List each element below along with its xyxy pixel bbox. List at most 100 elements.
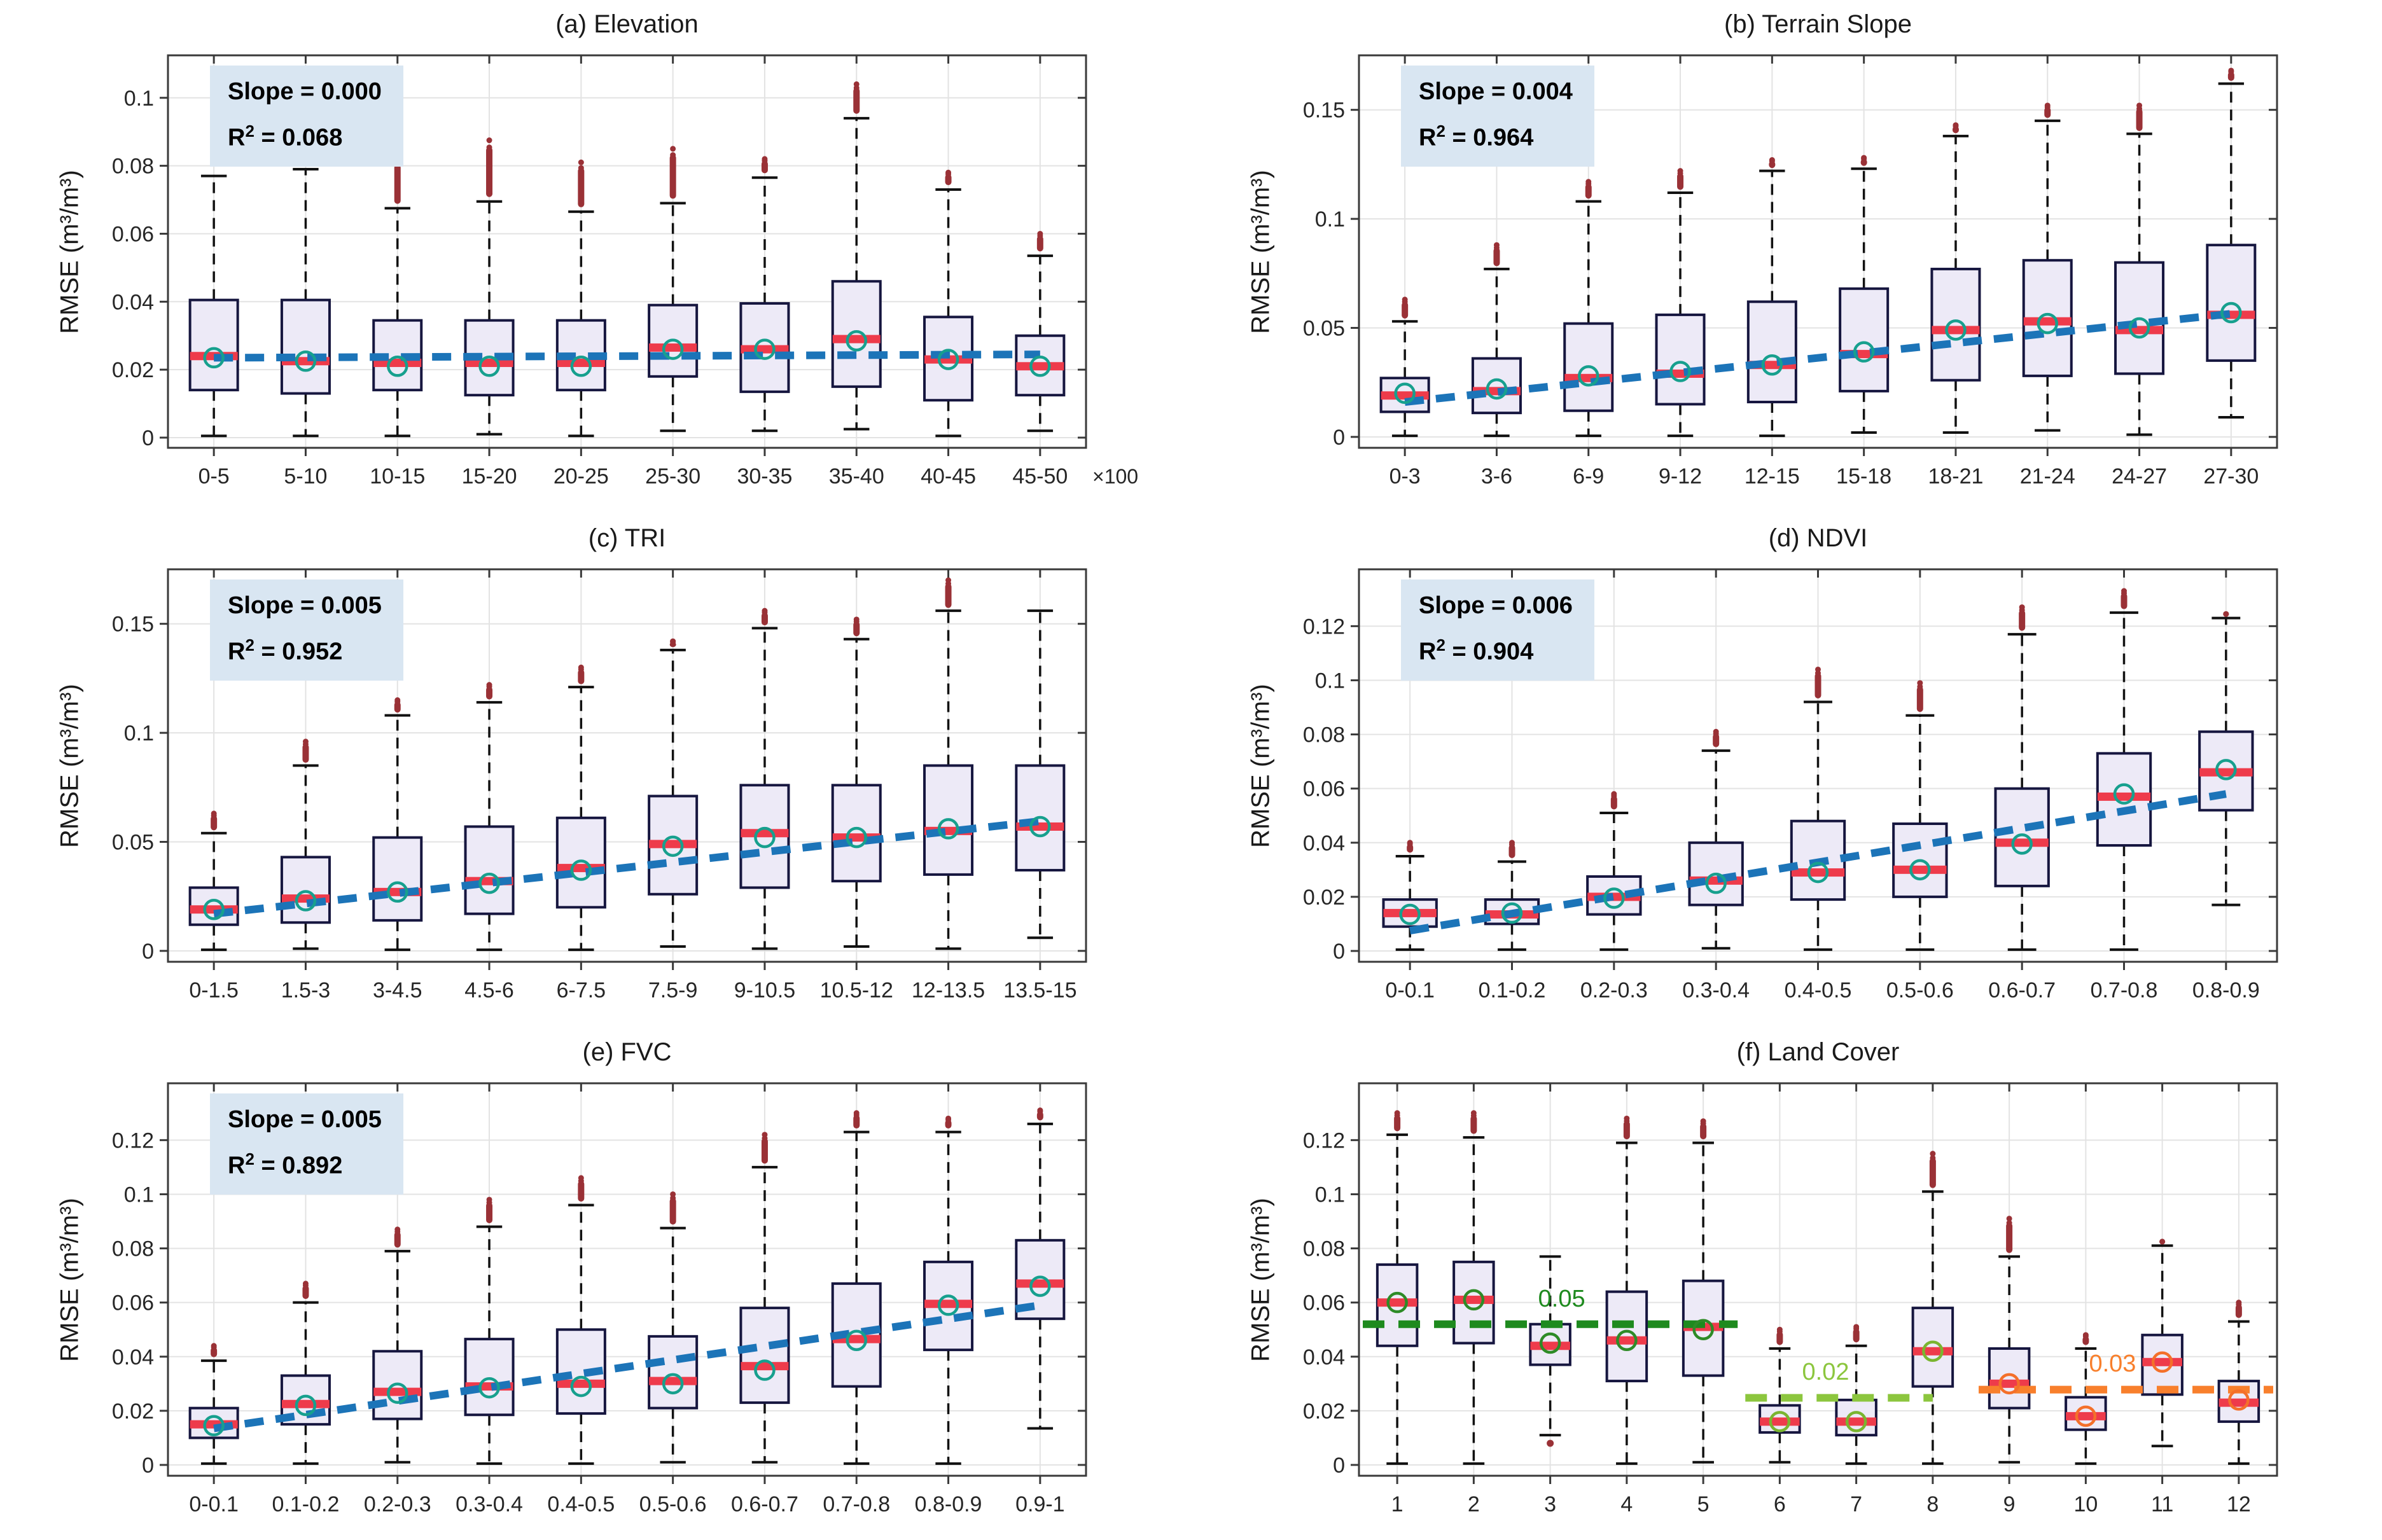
svg-text:1: 1 bbox=[1391, 1492, 1403, 1516]
fit-annotation: Slope = 0.005 R2 = 0.892 bbox=[210, 1093, 403, 1195]
svg-text:0.02: 0.02 bbox=[112, 358, 154, 382]
svg-text:0-0.1: 0-0.1 bbox=[1385, 978, 1435, 1002]
panel-tri: 0-1.5 1.5-3 3-4.5 4.5-6 6-7.5 7.5-9 9-10.5 10.5… bbox=[0, 514, 1191, 1026]
svg-text:5: 5 bbox=[1697, 1492, 1710, 1516]
svg-text:0.08: 0.08 bbox=[112, 155, 154, 179]
svg-text:0.6-0.7: 0.6-0.7 bbox=[731, 1492, 798, 1516]
svg-text:0.1: 0.1 bbox=[1315, 1183, 1345, 1207]
svg-text:12-13.5: 12-13.5 bbox=[912, 978, 985, 1002]
svg-text:0.04: 0.04 bbox=[112, 1345, 154, 1370]
fit-annotation: Slope = 0.000 R2 = 0.068 bbox=[210, 66, 403, 167]
svg-text:4: 4 bbox=[1620, 1492, 1633, 1516]
slope-value: Slope = 0.000 bbox=[228, 78, 382, 105]
svg-text:0.5-0.6: 0.5-0.6 bbox=[639, 1492, 707, 1516]
panel-land-cover: 0.05 0.02 0.03 1 2 3 4 5 6 7 8 9 10 11 12 0 0.02 0.04 0.06… bbox=[1191, 1028, 2382, 1540]
y-axis-label: RMSE (m³/m³) bbox=[55, 170, 84, 334]
svg-text:0.3-0.4: 0.3-0.4 bbox=[456, 1492, 523, 1516]
panel-title: (c) TRI bbox=[588, 524, 666, 552]
svg-text:8: 8 bbox=[1926, 1492, 1939, 1516]
svg-text:0.1: 0.1 bbox=[124, 87, 154, 111]
slope-value: Slope = 0.005 bbox=[228, 592, 382, 619]
boxplot-ndvi: 0-0.1 0.1-0.2 0.2-0.3 0.3-0.4 0.4-0.5 0.5-0.6… bbox=[1303, 568, 2278, 1002]
svg-text:5-10: 5-10 bbox=[284, 464, 327, 489]
y-axis-label: RMSE (m³/m³) bbox=[1246, 1198, 1275, 1362]
svg-text:0.5-0.6: 0.5-0.6 bbox=[1886, 978, 1954, 1002]
boxplot-tri: 0-1.5 1.5-3 3-4.5 4.5-6 6-7.5 7.5-9 9-10.5 10.5… bbox=[112, 568, 1087, 1002]
svg-text:13.5-15: 13.5-15 bbox=[1003, 978, 1076, 1002]
svg-text:4.5-6: 4.5-6 bbox=[464, 978, 514, 1002]
svg-text:0-0.1: 0-0.1 bbox=[189, 1492, 239, 1516]
svg-text:0.12: 0.12 bbox=[1303, 614, 1345, 639]
svg-text:0.1-0.2: 0.1-0.2 bbox=[272, 1492, 340, 1516]
svg-text:0.2-0.3: 0.2-0.3 bbox=[364, 1492, 431, 1516]
panel-terrain-slope: 0-3 3-6 6-9 9-12 12-15 15-18 18-21 21-24 24-27 27… bbox=[1191, 0, 2382, 512]
svg-text:6-7.5: 6-7.5 bbox=[557, 978, 606, 1002]
svg-text:0.08: 0.08 bbox=[1303, 723, 1345, 747]
svg-text:30-35: 30-35 bbox=[737, 464, 792, 489]
slope-value: Slope = 0.004 bbox=[1419, 78, 1573, 105]
svg-text:0.12: 0.12 bbox=[112, 1128, 154, 1153]
panel-ndvi: 0-0.1 0.1-0.2 0.2-0.3 0.3-0.4 0.4-0.5 0.5-0.6… bbox=[1191, 514, 2382, 1026]
svg-text:0: 0 bbox=[1333, 426, 1345, 450]
svg-text:0.02: 0.02 bbox=[112, 1399, 154, 1424]
svg-text:0.8-0.9: 0.8-0.9 bbox=[915, 1492, 982, 1516]
svg-text:0.08: 0.08 bbox=[112, 1237, 154, 1261]
svg-text:15-20: 15-20 bbox=[462, 464, 517, 489]
svg-text:45-50: 45-50 bbox=[1012, 464, 1068, 489]
r2-value: R2 = 0.904 bbox=[1419, 635, 1534, 665]
svg-text:0.3-0.4: 0.3-0.4 bbox=[1682, 978, 1750, 1002]
svg-text:2: 2 bbox=[1468, 1492, 1480, 1516]
svg-text:10-15: 10-15 bbox=[370, 464, 425, 489]
svg-text:9-10.5: 9-10.5 bbox=[734, 978, 795, 1002]
svg-text:6: 6 bbox=[1774, 1492, 1786, 1516]
r2-value: R2 = 0.068 bbox=[228, 121, 343, 151]
boxplot-fvc: 0-0.1 0.1-0.2 0.2-0.3 0.3-0.4 0.4-0.5 0.5-0.6… bbox=[112, 1082, 1087, 1516]
svg-text:3-4.5: 3-4.5 bbox=[373, 978, 422, 1002]
panel-title: (a) Elevation bbox=[555, 10, 699, 38]
svg-text:3: 3 bbox=[1544, 1492, 1556, 1516]
svg-text:0.1: 0.1 bbox=[1315, 669, 1345, 693]
svg-text:0.4-0.5: 0.4-0.5 bbox=[1785, 978, 1852, 1002]
svg-text:0.1: 0.1 bbox=[124, 1183, 154, 1207]
svg-text:10.5-12: 10.5-12 bbox=[820, 978, 893, 1002]
boxplot-elevation: 0-5 5-10 10-15 15-20 20-25 25-30 30-35 35-40 40-… bbox=[112, 54, 1138, 489]
svg-text:0.04: 0.04 bbox=[1303, 831, 1345, 856]
svg-text:0.9-1: 0.9-1 bbox=[1015, 1492, 1065, 1516]
svg-text:12: 12 bbox=[2227, 1492, 2251, 1516]
svg-text:0-1.5: 0-1.5 bbox=[189, 978, 239, 1002]
r2-value: R2 = 0.964 bbox=[1419, 121, 1534, 151]
svg-text:0: 0 bbox=[142, 940, 154, 964]
svg-text:0.02: 0.02 bbox=[1303, 885, 1345, 910]
svg-text:0.8-0.9: 0.8-0.9 bbox=[2192, 978, 2260, 1002]
svg-text:0.06: 0.06 bbox=[1303, 1291, 1345, 1315]
panel-fvc: 0-0.1 0.1-0.2 0.2-0.3 0.3-0.4 0.4-0.5 0.5-0.6… bbox=[0, 1028, 1191, 1540]
svg-text:0.03: 0.03 bbox=[2089, 1350, 2136, 1377]
svg-text:0.1-0.2: 0.1-0.2 bbox=[1479, 978, 1546, 1002]
y-axis-label: RMSE (m³/m³) bbox=[55, 1198, 84, 1362]
panel-title: (d) NDVI bbox=[1768, 524, 1868, 552]
svg-text:9-12: 9-12 bbox=[1659, 464, 1702, 489]
boxplot-terrain-slope: 0-3 3-6 6-9 9-12 12-15 15-18 18-21 21-24 24-27 27… bbox=[1303, 54, 2278, 489]
svg-text:0.1: 0.1 bbox=[124, 721, 154, 746]
fit-annotation: Slope = 0.006 R2 = 0.904 bbox=[1401, 579, 1594, 681]
svg-text:0: 0 bbox=[142, 426, 154, 450]
svg-text:0-3: 0-3 bbox=[1390, 464, 1421, 489]
svg-text:0.05: 0.05 bbox=[1538, 1286, 1585, 1312]
svg-text:0.7-0.8: 0.7-0.8 bbox=[823, 1492, 890, 1516]
svg-text:0.6-0.7: 0.6-0.7 bbox=[1988, 978, 2056, 1002]
svg-text:×100: ×100 bbox=[1092, 465, 1138, 488]
svg-text:0.15: 0.15 bbox=[112, 613, 154, 637]
fit-annotation: Slope = 0.004 R2 = 0.964 bbox=[1401, 66, 1594, 167]
svg-text:0.06: 0.06 bbox=[112, 1291, 154, 1315]
slope-value: Slope = 0.005 bbox=[228, 1106, 382, 1133]
svg-text:20-25: 20-25 bbox=[554, 464, 609, 489]
svg-text:3-6: 3-6 bbox=[1481, 464, 1512, 489]
svg-text:0.2-0.3: 0.2-0.3 bbox=[1580, 978, 1648, 1002]
svg-text:9: 9 bbox=[2003, 1492, 2016, 1516]
svg-text:0.02: 0.02 bbox=[1303, 1399, 1345, 1424]
svg-text:40-45: 40-45 bbox=[921, 464, 976, 489]
svg-text:0: 0 bbox=[1333, 940, 1345, 964]
svg-text:0.02: 0.02 bbox=[1802, 1359, 1849, 1385]
svg-text:0.05: 0.05 bbox=[112, 830, 154, 854]
